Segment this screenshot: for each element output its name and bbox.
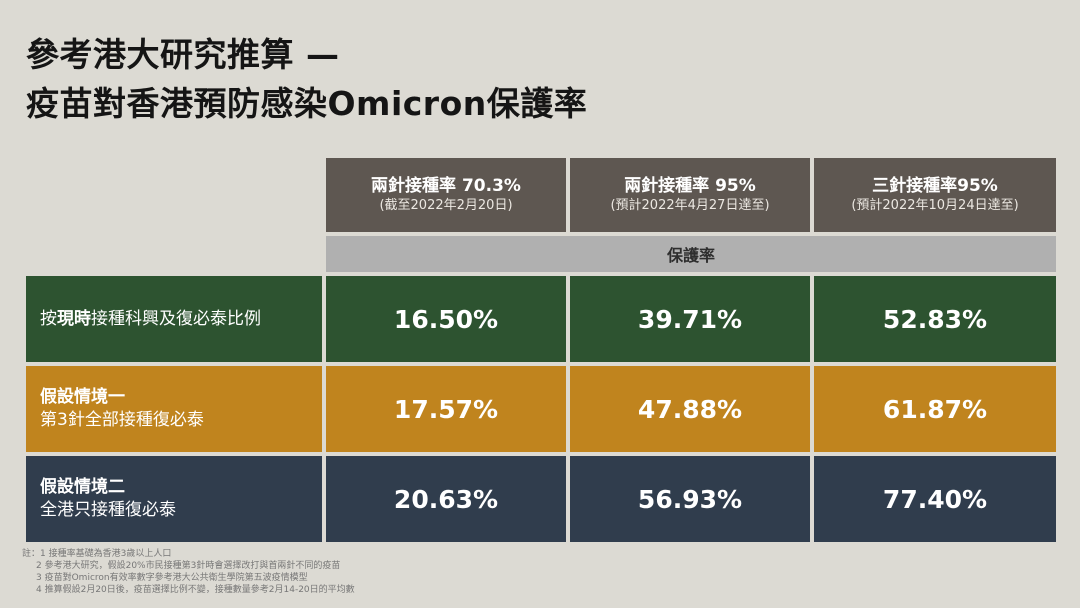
footnote-1: 註：1 接種率基礎為香港3歲以上人口 xyxy=(22,549,172,559)
table-cell-r2-c1: 17.57% xyxy=(326,366,566,452)
row-label-scenario-2-desc: 全港只接種復必泰 xyxy=(40,500,176,520)
footnote-3: 3 疫苗對Omicron有效率數字參考港大公共衛生學院第五波疫情模型 xyxy=(36,573,308,583)
row-label-scenario-1: 假設情境一 第3針全部接種復必泰 xyxy=(26,366,322,452)
table-cell-r3-c2: 56.93% xyxy=(570,456,810,542)
title-line-2: 疫苗對香港預防感染Omicron保護率 xyxy=(26,84,588,123)
protection-rate-subheader: 保護率 xyxy=(326,236,1056,272)
column-header-3-label: 三針接種率95% xyxy=(872,176,998,196)
column-header-1-label: 兩針接種率 70.3% xyxy=(371,176,521,196)
column-header-1-sub: (截至2022年2月20日) xyxy=(379,198,513,213)
table-cell-r1-c2: 39.71% xyxy=(570,276,810,362)
row-label-scenario-1-desc: 第3針全部接種復必泰 xyxy=(40,410,204,430)
column-header-1: 兩針接種率 70.3% (截至2022年2月20日) xyxy=(326,158,566,232)
table-cell-r2-c2: 47.88% xyxy=(570,366,810,452)
title-line-1: 參考港大研究推算 — xyxy=(26,35,340,74)
footnote-2: 2 參考港大研究，假設20%市民接種第3針時會選擇改打與首兩針不同的疫苗 xyxy=(36,561,341,571)
column-header-2-label: 兩針接種率 95% xyxy=(624,176,756,196)
row-label-scenario-2: 假設情境二 全港只接種復必泰 xyxy=(26,456,322,542)
row-label-current-pre: 按 xyxy=(40,308,57,329)
column-header-3: 三針接種率95% (預計2022年10月24日達至) xyxy=(814,158,1056,232)
column-header-2: 兩針接種率 95% (預計2022年4月27日達至) xyxy=(570,158,810,232)
row-label-scenario-2-title: 假設情境二 xyxy=(40,477,125,497)
row-label-current-bold: 現時 xyxy=(57,308,91,329)
table-cell-r3-c3: 77.40% xyxy=(814,456,1056,542)
row-label-scenario-1-title: 假設情境一 xyxy=(40,387,125,407)
row-label-current: 按現時接種科興及復必泰比例 xyxy=(26,276,322,362)
column-header-3-sub: (預計2022年10月24日達至) xyxy=(851,198,1019,213)
row-label-current-post: 接種科興及復必泰比例 xyxy=(91,308,261,329)
table-cell-r2-c3: 61.87% xyxy=(814,366,1056,452)
table-cell-r1-c1: 16.50% xyxy=(326,276,566,362)
column-header-2-sub: (預計2022年4月27日達至) xyxy=(610,198,770,213)
table-cell-r1-c3: 52.83% xyxy=(814,276,1056,362)
table-cell-r3-c1: 20.63% xyxy=(326,456,566,542)
page-title: 參考港大研究推算 — 疫苗對香港預防感染Omicron保護率 xyxy=(26,30,587,128)
footnotes: 註：1 接種率基礎為香港3歲以上人口 2 參考港大研究，假設20%市民接種第3針… xyxy=(22,548,355,596)
row-label-current-text: 按現時接種科興及復必泰比例 xyxy=(40,308,261,331)
footnote-4: 4 推算假設2月20日後，疫苗選擇比例不變，接種數量參考2月14-20日的平均數 xyxy=(36,585,355,595)
